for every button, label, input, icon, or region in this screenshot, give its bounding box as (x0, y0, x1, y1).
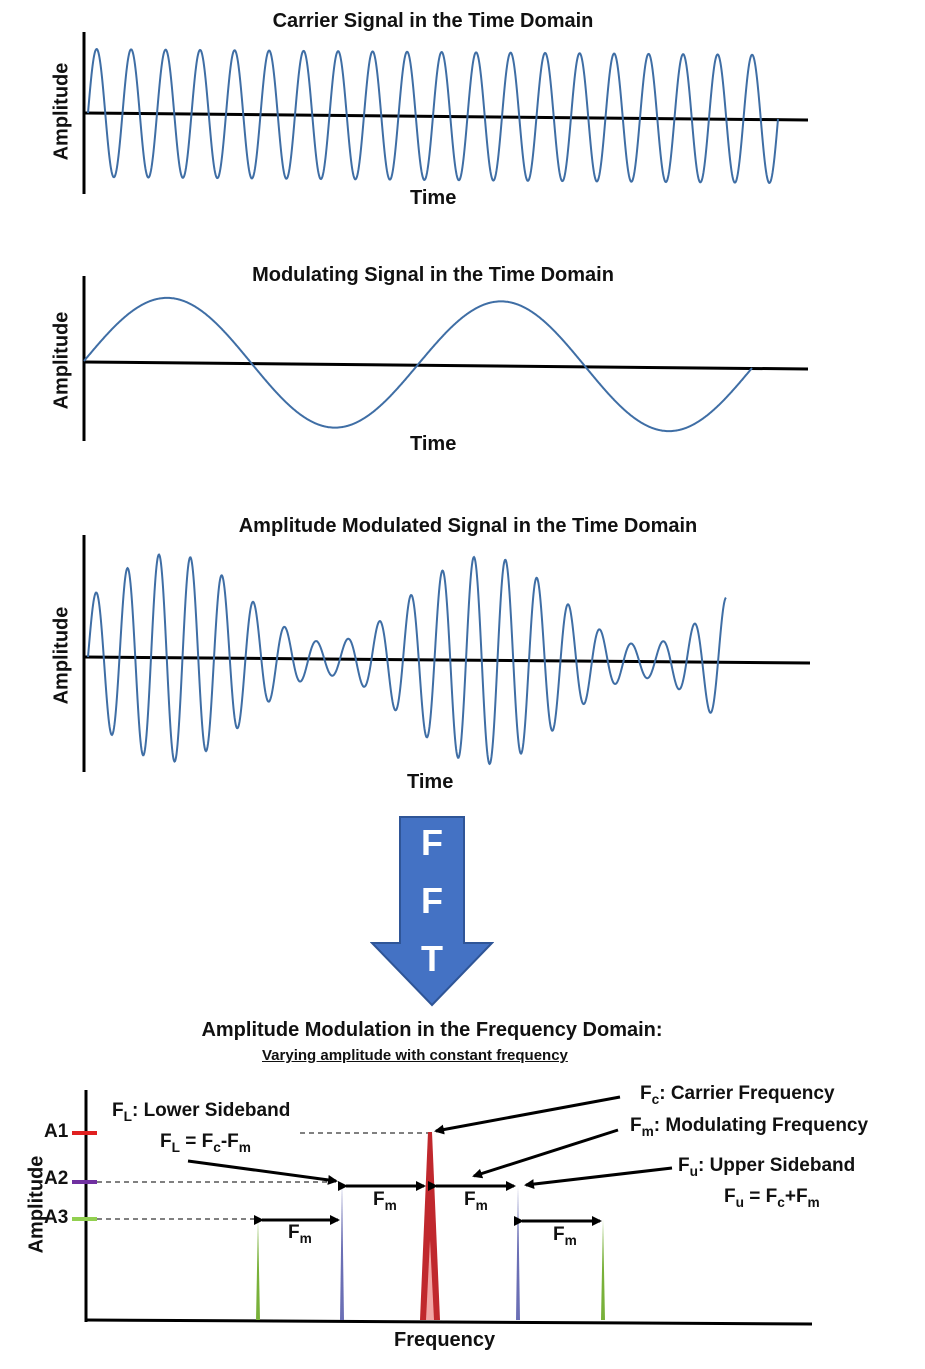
upper-second-peak (601, 1219, 605, 1320)
upper-sideband-label: Fu: Upper Sideband (678, 1155, 856, 1179)
modulating-x-axis (83, 360, 809, 371)
am-x-axis (83, 655, 811, 665)
fm-label-1: Fm (288, 1222, 312, 1246)
pointer-carrier (434, 1095, 621, 1135)
freq-title: Amplitude Modulation in the Frequency Do… (201, 1019, 663, 1041)
carrier-xlabel: Time (410, 187, 457, 209)
fm-label-4: Fm (553, 1224, 577, 1248)
fft-letter-2: F (421, 880, 443, 921)
level-a2-label: A2 (44, 1168, 69, 1189)
modulating-frequency-label: Fm: Modulating Frequency (630, 1115, 869, 1139)
carrier-plot (82, 32, 809, 194)
modulating-plot (82, 276, 809, 441)
carrier-wave (87, 48, 779, 184)
lower-sideband-formula: FL = Fc-Fm (160, 1131, 251, 1155)
upper-sideband-peak (516, 1186, 520, 1320)
modulating-title: Modulating Signal in the Time Domain (252, 264, 614, 286)
am-wave (87, 553, 727, 766)
freq-x-axis (85, 1318, 813, 1326)
am-xlabel: Time (407, 771, 454, 793)
modulating-xlabel: Time (410, 433, 457, 455)
lower-sideband-label: FL: Lower Sideband (112, 1100, 291, 1124)
am-title: Amplitude Modulated Signal in the Time D… (238, 515, 698, 537)
freq-subtitle: Varying amplitude with constant frequenc… (262, 1047, 568, 1064)
pointer-modulating (472, 1128, 619, 1179)
fm-label-3: Fm (464, 1189, 488, 1213)
lower-second-peak (256, 1219, 260, 1320)
carrier-peak (420, 1132, 440, 1320)
am-plot (82, 535, 811, 772)
modulating-wave (83, 296, 753, 433)
fft-letter-3: T (421, 938, 443, 979)
freq-ylabel: Amplitude (25, 1155, 48, 1254)
pointer-upper (524, 1166, 673, 1190)
carrier-x-axis (83, 111, 809, 122)
lower-sideband-peak (340, 1182, 344, 1320)
pointer-lower (187, 1159, 338, 1185)
carrier-frequency-label: Fc: Carrier Frequency (640, 1083, 835, 1107)
fft-letter-1: F (421, 822, 443, 863)
carrier-title: Carrier Signal in the Time Domain (272, 10, 594, 32)
upper-sideband-formula: Fu = Fc+Fm (724, 1186, 820, 1210)
fft-arrow (370, 816, 494, 1007)
level-a1-label: A1 (44, 1121, 69, 1142)
carrier-peak-highlight (426, 1240, 434, 1320)
freq-xlabel: Frequency (394, 1329, 496, 1351)
fm-label-2: Fm (373, 1189, 397, 1213)
level-a3-label: A3 (44, 1207, 69, 1228)
